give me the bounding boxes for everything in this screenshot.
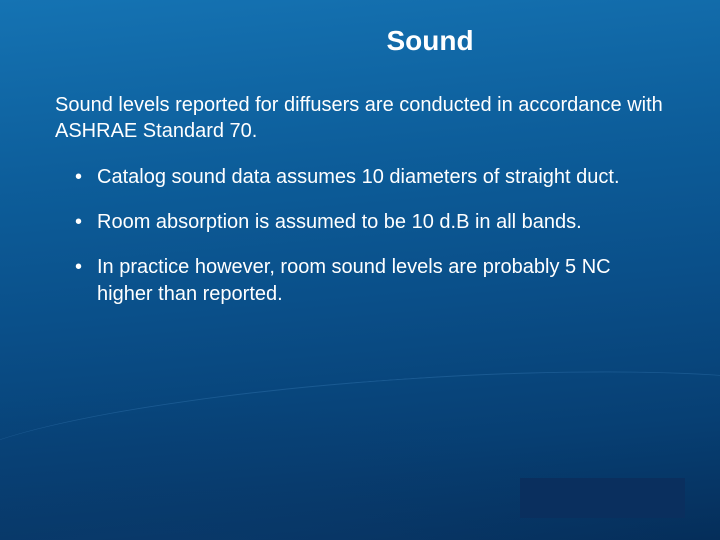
logo-placeholder (520, 478, 685, 518)
bullet-list: Catalog sound data assumes 10 diameters … (55, 164, 665, 308)
list-item: In practice however, room sound levels a… (75, 254, 665, 308)
list-item: Room absorption is assumed to be 10 d.B … (75, 209, 665, 236)
list-item: Catalog sound data assumes 10 diameters … (75, 164, 665, 191)
slide-intro: Sound levels reported for diffusers are … (55, 92, 665, 144)
slide-title: Sound (195, 25, 665, 57)
presentation-slide: Sound Sound levels reported for diffuser… (0, 0, 720, 540)
